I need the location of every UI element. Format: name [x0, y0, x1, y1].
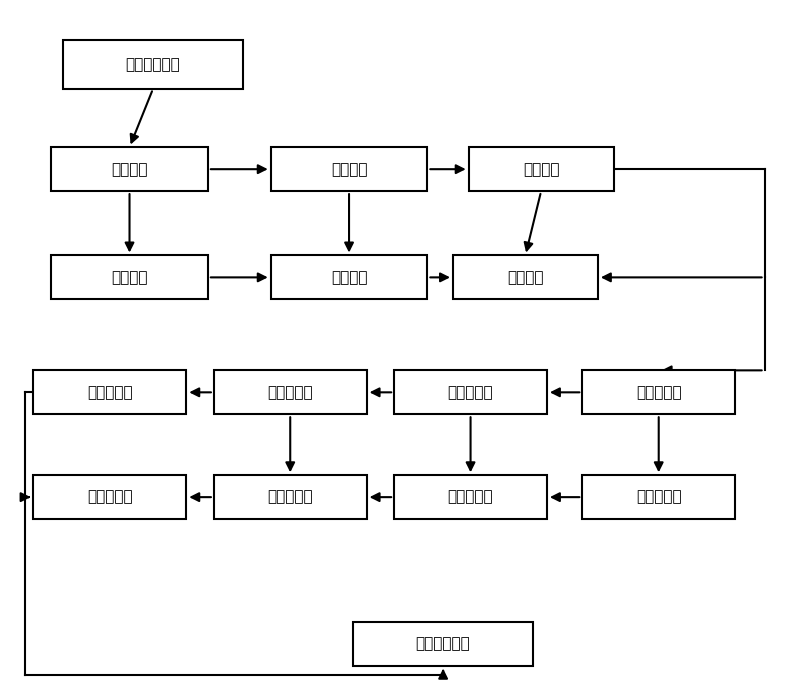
FancyBboxPatch shape	[270, 147, 427, 191]
Text: 管道过滤: 管道过滤	[507, 270, 544, 285]
Text: 离子交换器: 离子交换器	[636, 385, 682, 400]
FancyBboxPatch shape	[51, 255, 208, 299]
FancyBboxPatch shape	[214, 475, 366, 519]
Text: 管道过滤: 管道过滤	[330, 161, 367, 177]
Text: 离子交换器: 离子交换器	[448, 385, 494, 400]
Text: 离子交换器: 离子交换器	[267, 385, 313, 400]
Text: 管道过滤: 管道过滤	[111, 161, 148, 177]
FancyBboxPatch shape	[270, 255, 427, 299]
Text: 离子交换器: 离子交换器	[87, 385, 133, 400]
FancyBboxPatch shape	[582, 371, 735, 414]
FancyBboxPatch shape	[394, 371, 547, 414]
Text: 离子交换器: 离子交换器	[267, 490, 313, 504]
Text: 芒稠生产工序: 芒稠生产工序	[416, 636, 470, 651]
Text: 离子交换器: 离子交换器	[87, 490, 133, 504]
FancyBboxPatch shape	[63, 40, 243, 89]
FancyBboxPatch shape	[353, 622, 534, 666]
Text: 管道过滤: 管道过滤	[111, 270, 148, 285]
Text: 来白矿井原稠: 来白矿井原稠	[126, 57, 181, 72]
FancyBboxPatch shape	[453, 255, 598, 299]
Text: 离子交换器: 离子交换器	[448, 490, 494, 504]
FancyBboxPatch shape	[51, 147, 208, 191]
FancyBboxPatch shape	[582, 475, 735, 519]
Text: 管道过滤: 管道过滤	[330, 270, 367, 285]
FancyBboxPatch shape	[34, 475, 186, 519]
FancyBboxPatch shape	[469, 147, 614, 191]
FancyBboxPatch shape	[394, 475, 547, 519]
FancyBboxPatch shape	[34, 371, 186, 414]
Text: 离子交换器: 离子交换器	[636, 490, 682, 504]
Text: 管道过滤: 管道过滤	[523, 161, 559, 177]
FancyBboxPatch shape	[214, 371, 366, 414]
